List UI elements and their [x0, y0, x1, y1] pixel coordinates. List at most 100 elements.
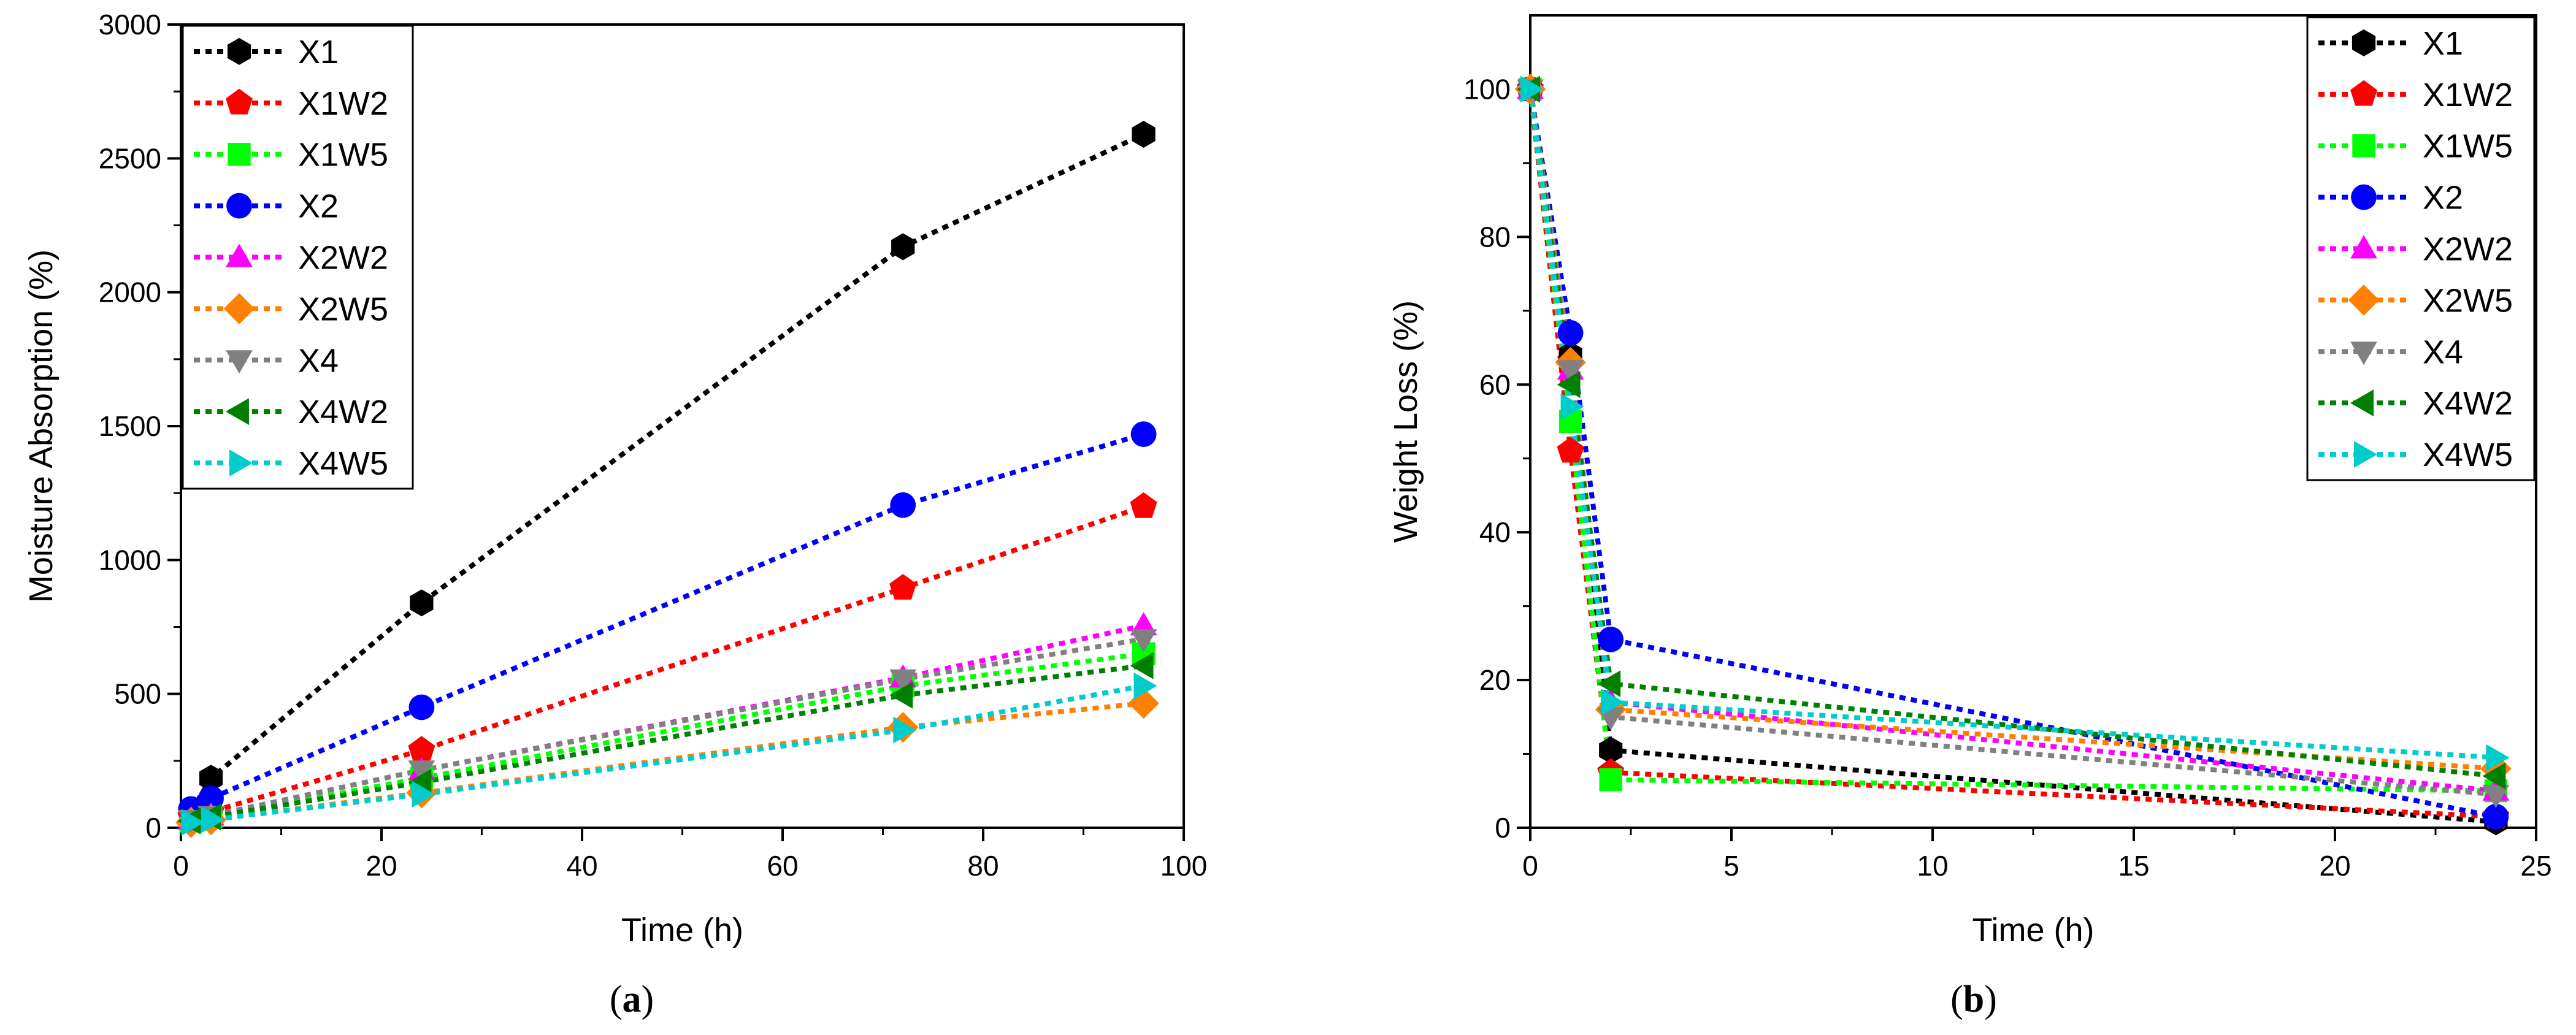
x-axis-label: Time (h) — [621, 912, 743, 949]
legend-label-x1w5: X1W5 — [2423, 128, 2513, 165]
data-point-x4w2 — [2482, 762, 2506, 790]
data-point-x1 — [1599, 736, 1623, 764]
legend-marker-x2w5 — [2348, 285, 2380, 316]
legend-marker-x2 — [2351, 184, 2377, 210]
series-line-x4w5 — [1528, 88, 2496, 760]
x-tick-label: 60 — [767, 850, 798, 882]
legend-marker-x4 — [2350, 342, 2377, 365]
series-line-x1w2 — [190, 504, 1144, 820]
legend-label-x2w5: X2W5 — [298, 291, 388, 327]
data-point-x2 — [198, 785, 224, 811]
legend-label-x4w5: X4W5 — [298, 445, 388, 482]
data-point-x4w2 — [889, 681, 913, 709]
y-tick-label: 40 — [1479, 516, 1511, 548]
data-point-x4 — [2482, 784, 2510, 808]
data-point-x2 — [1557, 320, 1584, 346]
legend-label-x4: X4 — [298, 342, 339, 379]
legend-label-x2w5: X2W5 — [2423, 282, 2513, 319]
legend-label-x4w2: X4W2 — [298, 394, 388, 430]
data-point-x4w5 — [893, 716, 917, 744]
chart-panel-b: 0 5 10 15 20 25 0 20 40 60 80 100 Time (h) Weight Los… — [1387, 14, 2552, 1020]
y-tick-label: 500 — [114, 678, 161, 710]
legend-marker-x2w2 — [226, 243, 253, 267]
x-tick-label: 5 — [1723, 850, 1739, 882]
data-point-x4w5 — [1560, 393, 1584, 421]
data-point-x2 — [890, 492, 916, 518]
legend-marker-x2w5 — [223, 293, 255, 324]
x-tick-label: 40 — [566, 850, 597, 882]
data-point-x4 — [889, 669, 917, 693]
legend-label-x1: X1 — [298, 34, 339, 71]
data-point-x1 — [199, 765, 223, 792]
legend-marker-x1w2 — [2350, 80, 2377, 106]
y-tick-label: 2500 — [99, 142, 161, 174]
legend-marker-x1w5 — [2352, 134, 2375, 158]
legend-marker-x1w5 — [228, 143, 251, 166]
data-point-x4w5 — [181, 809, 205, 836]
data-point-x1 — [891, 233, 915, 261]
y-tick-label: 80 — [1479, 221, 1511, 253]
legend-marker-x4w2 — [226, 398, 249, 426]
data-point-x1w2 — [889, 574, 917, 600]
data-point-x4w2 — [1597, 670, 1621, 697]
y-tick-label: 2000 — [99, 277, 161, 308]
y-axis-label: Moisture Absorption (%) — [23, 250, 59, 603]
data-point-x4w5 — [2486, 744, 2510, 771]
data-point-x4w5 — [201, 806, 225, 833]
x-tick-label: 25 — [2520, 850, 2551, 882]
y-tick-label: 60 — [1479, 369, 1511, 400]
legend-label-x2: X2 — [2423, 180, 2463, 216]
data-point-x4 — [408, 760, 435, 784]
legend-marker-x4w5 — [229, 449, 253, 476]
legend-marker-x4w2 — [2350, 389, 2374, 417]
data-point-x2 — [408, 694, 435, 720]
legend-label-x4: X4 — [2423, 334, 2463, 370]
x-tick-label: 0 — [1522, 850, 1538, 882]
chart-panel-a: 0 20 40 60 80 100050010001500200025003000Time… — [23, 9, 1207, 1020]
legend-label-x1w2: X1W2 — [298, 85, 388, 122]
legend-label-x1: X1 — [2423, 25, 2463, 62]
y-tick-label: 0 — [1495, 812, 1511, 844]
data-point-x4w2 — [1557, 371, 1581, 399]
y-tick-label: 100 — [1463, 73, 1511, 105]
y-tick-label: 1000 — [99, 544, 161, 576]
data-point-x1 — [1132, 121, 1156, 148]
legend-marker-x2w2 — [2350, 235, 2377, 259]
data-point-x4 — [1130, 629, 1157, 653]
x-tick-label: 80 — [967, 850, 999, 882]
legend-label-x2: X2 — [298, 188, 339, 225]
panel-caption: (b) — [1950, 979, 1997, 1020]
x-tick-label: 0 — [173, 850, 189, 882]
x-tick-label: 20 — [366, 850, 397, 882]
x-tick-label: 15 — [2118, 850, 2149, 882]
data-point-x4w5 — [1133, 672, 1157, 700]
data-point-x4 — [1557, 360, 1584, 384]
data-point-x1 — [410, 589, 434, 617]
legend-marker-x1w2 — [226, 88, 253, 115]
y-tick-label: 1500 — [99, 410, 161, 442]
legend-marker-x4w5 — [2354, 441, 2377, 468]
data-point-x2 — [2483, 804, 2509, 830]
legend-marker-x4 — [226, 350, 253, 374]
data-point-x1w2 — [1557, 437, 1584, 463]
legend-label-x4w2: X4W2 — [2423, 385, 2513, 422]
legend-label-x4w5: X4W5 — [2423, 437, 2513, 473]
series-line-x2 — [190, 432, 1144, 811]
y-tick-label: 20 — [1479, 664, 1511, 696]
legend-label-x2w2: X2W2 — [298, 240, 388, 277]
data-point-x1w5 — [1599, 768, 1622, 792]
legend-label-x1w5: X1W5 — [298, 137, 388, 174]
data-point-x4w2 — [1130, 652, 1154, 679]
panel-caption: (a) — [610, 979, 654, 1020]
legend-marker-x1 — [227, 37, 251, 65]
x-tick-label: 20 — [2319, 850, 2350, 882]
legend-label-x2w2: X2W2 — [2423, 231, 2513, 268]
data-point-x2 — [1130, 421, 1157, 447]
data-point-x2 — [1598, 626, 1624, 652]
x-tick-label: 10 — [1917, 850, 1948, 882]
data-point-x4w5 — [412, 781, 435, 808]
x-tick-label: 100 — [1160, 850, 1208, 882]
data-point-x4w5 — [1520, 75, 1544, 103]
data-point-x1w2 — [408, 736, 435, 762]
